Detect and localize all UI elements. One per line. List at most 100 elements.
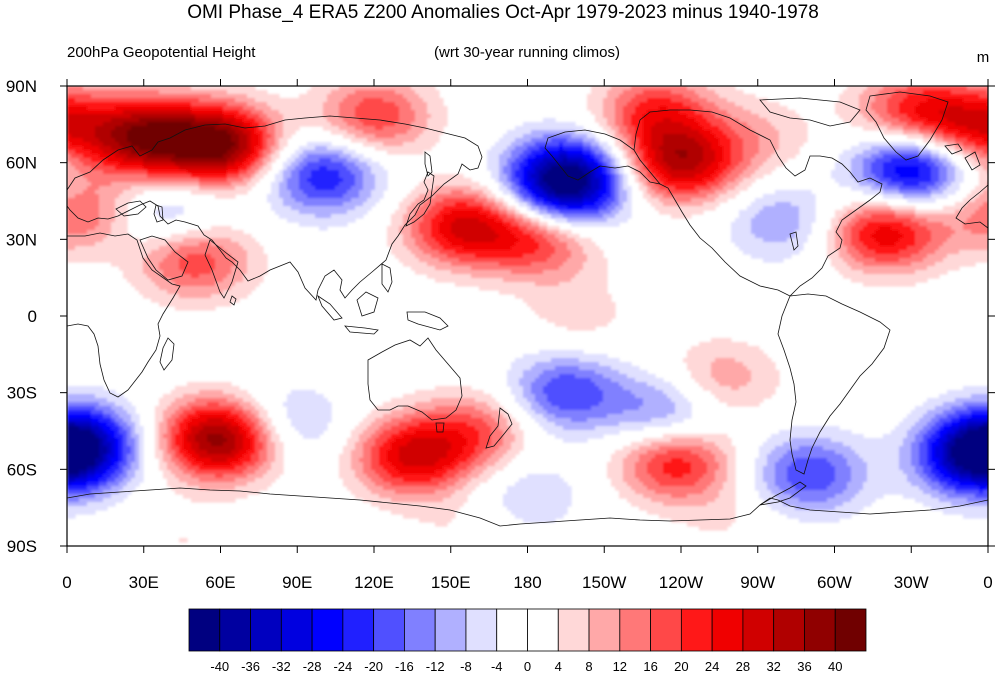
anomaly-cell <box>547 178 552 183</box>
anomaly-cell <box>643 134 648 139</box>
anomaly-cell <box>347 114 352 119</box>
anomaly-cell <box>267 138 272 143</box>
anomaly-cell <box>639 90 644 95</box>
anomaly-cell <box>591 138 596 143</box>
anomaly-cell <box>175 130 180 135</box>
anomaly-cell <box>655 158 660 163</box>
anomaly-cell <box>415 142 420 147</box>
anomaly-cell <box>899 182 904 187</box>
anomaly-cell <box>979 170 984 175</box>
anomaly-cell <box>539 146 544 151</box>
anomaly-cell <box>755 150 760 155</box>
anomaly-cell <box>543 130 548 135</box>
anomaly-cell <box>851 110 856 115</box>
anomaly-cell <box>347 118 352 123</box>
anomaly-cell <box>87 106 92 111</box>
anomaly-cell <box>611 186 616 191</box>
anomaly-cell <box>923 150 928 155</box>
anomaly-cell <box>443 110 448 115</box>
anomaly-cell <box>507 178 512 183</box>
anomaly-cell <box>403 110 408 115</box>
anomaly-cell <box>211 94 216 99</box>
anomaly-cell <box>859 174 864 179</box>
anomaly-cell <box>527 138 532 143</box>
anomaly-cell <box>75 106 80 111</box>
anomaly-cell <box>95 146 100 151</box>
anomaly-cell <box>319 98 324 103</box>
anomaly-cell <box>635 174 640 179</box>
anomaly-cell <box>287 110 292 115</box>
anomaly-cell <box>323 142 328 147</box>
anomaly-cell <box>415 122 420 127</box>
anomaly-cell <box>163 186 168 191</box>
anomaly-cell <box>103 110 108 115</box>
anomaly-cell <box>391 98 396 103</box>
anomaly-cell <box>263 102 268 107</box>
anomaly-cell <box>663 94 668 99</box>
anomaly-cell <box>107 126 112 131</box>
anomaly-cell <box>967 150 972 155</box>
anomaly-cell <box>791 118 796 123</box>
anomaly-cell <box>411 98 416 103</box>
anomaly-cell <box>127 154 132 159</box>
anomaly-cell <box>715 150 720 155</box>
anomaly-cell <box>355 130 360 135</box>
anomaly-cell <box>191 162 196 167</box>
anomaly-cell <box>871 158 876 163</box>
anomaly-cell <box>419 190 424 195</box>
anomaly-cell <box>319 90 324 95</box>
anomaly-cell <box>151 122 156 127</box>
anomaly-cell <box>295 122 300 127</box>
anomaly-cell <box>867 98 872 103</box>
anomaly-cell <box>187 94 192 99</box>
anomaly-cell <box>647 150 652 155</box>
anomaly-cell <box>347 170 352 175</box>
anomaly-cell <box>619 182 624 187</box>
anomaly-cell <box>747 154 752 159</box>
anomaly-cell <box>335 130 340 135</box>
anomaly-cell <box>511 146 516 151</box>
anomaly-cell <box>643 102 648 107</box>
anomaly-cell <box>107 178 112 183</box>
anomaly-cell <box>699 86 704 91</box>
anomaly-cell <box>175 106 180 111</box>
anomaly-cell <box>523 126 528 131</box>
anomaly-cell <box>359 106 364 111</box>
anomaly-cell <box>887 118 892 123</box>
anomaly-cell <box>783 190 788 195</box>
anomaly-cell <box>651 182 656 187</box>
anomaly-cell <box>639 182 644 187</box>
anomaly-cell <box>887 110 892 115</box>
anomaly-cell <box>891 94 896 99</box>
anomaly-cell <box>703 114 708 119</box>
anomaly-cell <box>219 118 224 123</box>
anomaly-cell <box>383 86 388 91</box>
anomaly-cell <box>287 134 292 139</box>
anomaly-cell <box>623 122 628 127</box>
anomaly-cell <box>719 94 724 99</box>
anomaly-cell <box>575 146 580 151</box>
anomaly-cell <box>735 110 740 115</box>
anomaly-cell <box>235 106 240 111</box>
anomaly-cell <box>611 134 616 139</box>
anomaly-cell <box>699 90 704 95</box>
anomaly-cell <box>151 150 156 155</box>
anomaly-cell <box>879 170 884 175</box>
anomaly-cell <box>503 134 508 139</box>
anomaly-cell <box>635 102 640 107</box>
anomaly-cell <box>263 110 268 115</box>
anomaly-cell <box>667 162 672 167</box>
anomaly-cell <box>667 118 672 123</box>
anomaly-cell <box>351 154 356 159</box>
anomaly-cell <box>599 194 604 199</box>
anomaly-cell <box>95 142 100 147</box>
anomaly-cell <box>247 118 252 123</box>
anomaly-cell <box>571 182 576 187</box>
anomaly-cell <box>267 118 272 123</box>
anomaly-cell <box>99 126 104 131</box>
anomaly-cell <box>903 110 908 115</box>
anomaly-cell <box>939 134 944 139</box>
anomaly-cell <box>147 98 152 103</box>
anomaly-cell <box>679 98 684 103</box>
anomaly-cell <box>587 134 592 139</box>
